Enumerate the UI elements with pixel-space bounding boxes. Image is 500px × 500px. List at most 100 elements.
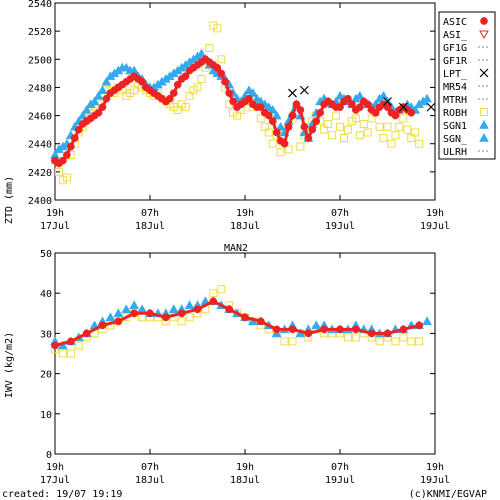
top-data-point	[63, 151, 71, 159]
bottom-x-tick-label-date: 18Jul	[135, 475, 165, 486]
top-data-point	[169, 89, 178, 97]
bottom-data-point	[209, 297, 218, 306]
top-data-point	[264, 128, 273, 137]
top-data-point	[415, 139, 424, 148]
bottom-data-point	[82, 329, 91, 338]
top-data-point	[102, 94, 111, 103]
bottom-data-point	[320, 325, 329, 334]
bottom-data-point	[399, 333, 408, 342]
bottom-data-point	[66, 349, 75, 358]
bottom-x-tick-label-hour: 19h	[426, 462, 444, 473]
top-y-tick-label: 2520	[28, 27, 52, 38]
top-data-point	[275, 121, 286, 131]
bottom-data-point	[336, 325, 344, 334]
top-data-point	[245, 94, 253, 103]
bottom-data-point	[161, 313, 170, 322]
top-x-tick-label-date: 17Jul	[40, 221, 70, 232]
bottom-data-point	[304, 329, 313, 338]
top-data-point	[343, 125, 352, 134]
top-series-layer	[50, 21, 436, 185]
bottom-x-tick-label-date: 18Jul	[230, 475, 260, 486]
top-data-point	[351, 114, 360, 123]
top-data-point	[375, 122, 384, 131]
bottom-data-point	[113, 308, 124, 318]
top-data-point	[391, 111, 400, 120]
top-data-point	[383, 122, 392, 131]
bottom-data-point	[311, 320, 322, 330]
bottom-y-tick-label: 0	[46, 450, 52, 461]
top-series-lpt-	[288, 85, 436, 112]
top-data-point	[197, 74, 206, 83]
top-x-tick-label-hour: 19h	[46, 208, 64, 219]
bottom-x-tick-label-date: 19Jul	[325, 475, 355, 486]
top-data-point	[411, 128, 420, 137]
created-timestamp: created: 19/07 19:19	[2, 489, 122, 500]
top-y-tick-label: 2500	[28, 55, 52, 66]
bottom-data-point	[422, 316, 433, 326]
top-data-point	[399, 114, 408, 123]
legend-label: ASI_	[443, 30, 468, 41]
top-x-tick-label-date: 19Jul	[420, 221, 450, 232]
bottom-data-point	[185, 313, 194, 322]
bottom-data-point	[351, 333, 360, 342]
bottom-data-point	[209, 289, 218, 298]
top-data-point	[284, 145, 293, 154]
bottom-data-point	[407, 337, 416, 346]
top-data-point	[59, 156, 67, 165]
bottom-data-point	[241, 313, 249, 322]
top-data-point	[336, 122, 344, 131]
top-series-asic	[51, 55, 416, 168]
legend-label: MTRH	[443, 95, 467, 106]
top-data-point	[98, 103, 107, 111]
top-data-point	[284, 122, 293, 131]
top-data-point	[221, 77, 230, 86]
legend-label: LPT_	[443, 69, 468, 80]
top-y-axis-title: ZTD (mm)	[4, 176, 15, 224]
top-data-point	[339, 134, 348, 143]
bottom-data-point	[146, 309, 154, 318]
bottom-data-point	[122, 313, 131, 322]
legend-marker	[479, 68, 489, 78]
bottom-data-point	[383, 329, 392, 338]
bottom-series-line	[54, 299, 420, 347]
top-data-point	[288, 88, 297, 98]
legend-marker	[480, 108, 488, 116]
top-data-point	[81, 104, 92, 114]
top-data-point	[296, 106, 305, 114]
bottom-data-point	[272, 325, 281, 334]
legend-label: GF1R	[443, 56, 468, 67]
top-data-point	[196, 48, 207, 58]
bottom-data-point	[177, 317, 186, 326]
top-data-point	[217, 69, 226, 78]
bottom-y-tick-label: 20	[40, 370, 52, 381]
bottom-x-tick-label-hour: 19h	[46, 462, 64, 473]
top-data-point	[422, 93, 433, 103]
legend-marker	[480, 17, 488, 25]
top-data-point	[336, 103, 344, 111]
bottom-data-point	[288, 337, 297, 346]
bottom-data-point	[114, 317, 123, 326]
top-data-point	[403, 125, 412, 134]
bottom-data-point	[74, 341, 83, 350]
top-y-tick-label: 2420	[28, 168, 52, 179]
bottom-data-point	[280, 337, 289, 346]
bottom-data-point	[66, 337, 75, 346]
bottom-data-point	[129, 300, 140, 310]
top-data-point	[138, 77, 146, 86]
bottom-plot-frame	[54, 252, 436, 455]
top-y-tick-label: 2400	[28, 196, 52, 207]
top-data-point	[256, 103, 265, 111]
legend: ASIC ASI_ GF1G GF1R LPT_ MR54 MTRH ROBH SGN1 SGN_…	[438, 11, 496, 160]
legend-marker	[479, 30, 489, 40]
top-data-point	[93, 90, 104, 100]
top-x-tick-label-hour: 07h	[331, 208, 349, 219]
top-y-tick-label: 2540	[28, 0, 52, 10]
bottom-data-point	[225, 305, 234, 314]
bottom-data-point	[367, 329, 376, 338]
top-data-point	[292, 100, 301, 109]
legend-label: MR54	[443, 82, 467, 93]
top-data-point	[94, 108, 103, 117]
bottom-y-tick-label: 10	[40, 410, 52, 421]
top-data-point	[229, 97, 237, 106]
